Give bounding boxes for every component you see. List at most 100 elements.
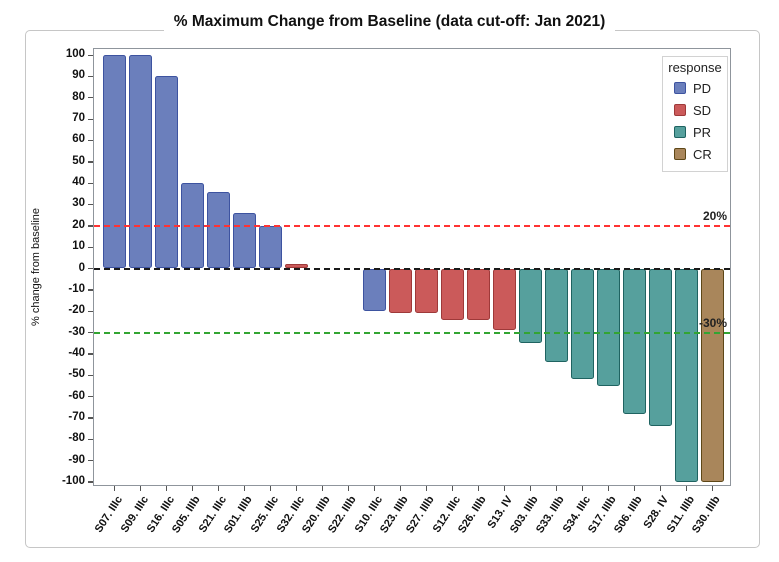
- x-tick-mark: [452, 486, 454, 491]
- y-tick-mark: [88, 225, 93, 227]
- bar: [440, 268, 465, 320]
- bar: [570, 268, 595, 380]
- legend-swatch-icon: [674, 126, 686, 138]
- legend-item: CR: [663, 143, 727, 165]
- y-tick-mark: [88, 353, 93, 355]
- legend-swatch-icon: [674, 104, 686, 116]
- legend-label: PR: [693, 124, 712, 140]
- legend-items: PD SD PR CR: [663, 77, 727, 165]
- ref-line: [94, 267, 730, 270]
- y-tick-label: 90: [72, 69, 85, 82]
- bar: [128, 55, 153, 269]
- y-tick-mark: [88, 118, 93, 120]
- x-tick-mark: [114, 486, 116, 491]
- legend-label: CR: [693, 146, 712, 162]
- y-tick-label: 0: [78, 261, 85, 274]
- bar: [492, 268, 517, 331]
- ref-line-label: -30%: [698, 315, 727, 330]
- y-tick-label: -60: [68, 389, 85, 402]
- y-tick-mark: [88, 481, 93, 483]
- x-tick-mark: [530, 486, 532, 491]
- bar: [362, 268, 387, 312]
- bar: [622, 268, 647, 414]
- y-tick-mark: [88, 332, 93, 334]
- y-tick-label: 20: [72, 218, 85, 231]
- chart-title-wrap: % Maximum Change from Baseline (data cut…: [0, 13, 779, 31]
- x-tick-mark: [478, 486, 480, 491]
- x-tick-mark: [712, 486, 714, 491]
- legend: response PD SD PR CR: [662, 56, 728, 172]
- bar: [544, 268, 569, 363]
- bar: [414, 268, 439, 314]
- x-tick-mark: [348, 486, 350, 491]
- legend-title: response: [668, 60, 722, 75]
- y-tick-label: 10: [72, 240, 85, 253]
- y-tick-mark: [88, 139, 93, 142]
- y-tick-label: -90: [68, 453, 85, 466]
- x-tick-mark: [582, 486, 584, 491]
- bar: [232, 213, 257, 269]
- bar: [700, 268, 725, 482]
- chart-title: % Maximum Change from Baseline (data cut…: [163, 13, 616, 31]
- y-tick-label: 60: [72, 133, 85, 146]
- x-tick-mark: [140, 486, 142, 491]
- x-tick-mark: [218, 486, 220, 491]
- x-tick-mark: [400, 486, 402, 491]
- y-tick-mark: [88, 54, 93, 56]
- y-tick-label: -30: [68, 325, 85, 338]
- x-tick-mark: [270, 486, 272, 491]
- bar: [648, 268, 673, 427]
- ref-line-label: 20%: [702, 208, 727, 223]
- x-tick-mark: [660, 486, 662, 491]
- x-tick-mark: [166, 486, 168, 491]
- legend-label: PD: [693, 80, 712, 96]
- bar: [154, 76, 179, 269]
- x-tick-mark: [374, 486, 376, 491]
- y-tick-label: 80: [72, 90, 85, 103]
- x-tick-mark: [608, 486, 610, 491]
- y-tick-label: -70: [68, 410, 85, 423]
- ref-line: [94, 331, 730, 334]
- y-tick-label: -80: [68, 432, 85, 445]
- bar: [102, 55, 127, 269]
- y-tick-label: 50: [72, 154, 85, 167]
- legend-item: PD: [663, 77, 727, 99]
- x-tick-mark: [322, 486, 324, 491]
- y-tick-mark: [88, 161, 93, 163]
- x-tick-mark: [634, 486, 636, 491]
- y-tick-label: -40: [68, 346, 85, 359]
- y-tick-label: 100: [65, 48, 85, 61]
- y-tick-label: 70: [72, 112, 85, 125]
- legend-swatch-icon: [674, 82, 686, 94]
- bar: [206, 191, 231, 269]
- x-tick-mark: [296, 486, 298, 491]
- y-tick-mark: [88, 396, 93, 398]
- y-tick-label: -100: [61, 474, 85, 487]
- ref-line: [94, 224, 730, 227]
- y-tick-label: 30: [72, 197, 85, 210]
- legend-item: SD: [663, 99, 727, 121]
- bar: [596, 268, 621, 386]
- y-tick-mark: [88, 438, 93, 440]
- y-tick-label: -10: [68, 282, 85, 295]
- y-tick-mark: [88, 417, 93, 419]
- y-tick-mark: [88, 246, 93, 248]
- bar: [258, 225, 283, 269]
- y-tick-mark: [88, 182, 93, 184]
- y-tick-label: 40: [72, 176, 85, 189]
- x-tick-mark: [426, 486, 428, 491]
- legend-swatch-icon: [674, 148, 686, 160]
- legend-item: PR: [663, 121, 727, 143]
- x-tick-mark: [556, 486, 558, 491]
- bar: [388, 268, 413, 314]
- bar: [466, 268, 491, 320]
- legend-label: SD: [693, 102, 712, 118]
- y-tick-mark: [88, 310, 93, 312]
- y-tick-label: -20: [68, 304, 85, 317]
- x-tick-mark: [504, 486, 506, 491]
- y-tick-mark: [88, 268, 93, 270]
- x-tick-mark: [686, 486, 688, 491]
- y-tick-mark: [88, 289, 93, 291]
- x-tick-mark: [244, 486, 246, 491]
- x-tick-mark: [192, 486, 194, 491]
